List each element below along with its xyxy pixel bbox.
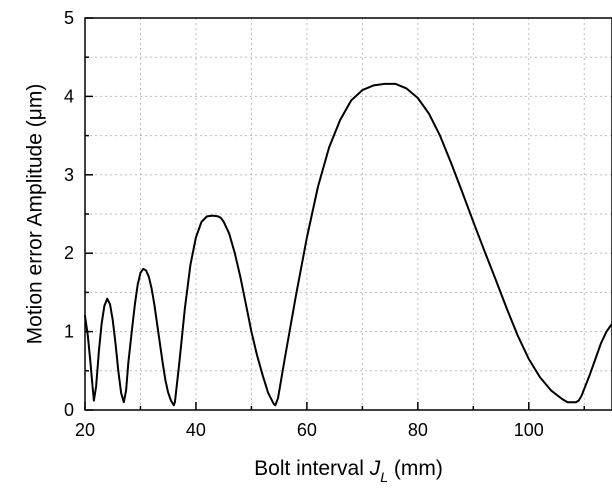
plot-frame	[84, 17, 612, 411]
y-tick-label: 3	[64, 165, 74, 185]
y-axis-title: Motion error Amplitude (μm)	[23, 84, 46, 345]
series-line	[84, 82, 612, 407]
x-tick-labels: 20 40 60 80 100	[75, 420, 544, 440]
grid	[84, 17, 612, 411]
y-tick-label: 0	[64, 400, 74, 420]
x-tick-label: 80	[408, 420, 428, 440]
x-tick-label: 60	[297, 420, 317, 440]
x-axis-title: Bolt interval JL (mm)	[254, 457, 443, 485]
y-tick-label: 1	[64, 322, 74, 342]
ticks	[84, 17, 586, 411]
x-tick-label: 40	[186, 420, 206, 440]
y-tick-labels: 0 1 2 3 4 5	[64, 8, 74, 420]
y-tick-label: 2	[64, 243, 74, 263]
x-tick-label: 100	[514, 420, 544, 440]
x-tick-label: 20	[75, 420, 95, 440]
y-tick-label: 4	[64, 86, 74, 106]
y-tick-label: 5	[64, 8, 74, 28]
